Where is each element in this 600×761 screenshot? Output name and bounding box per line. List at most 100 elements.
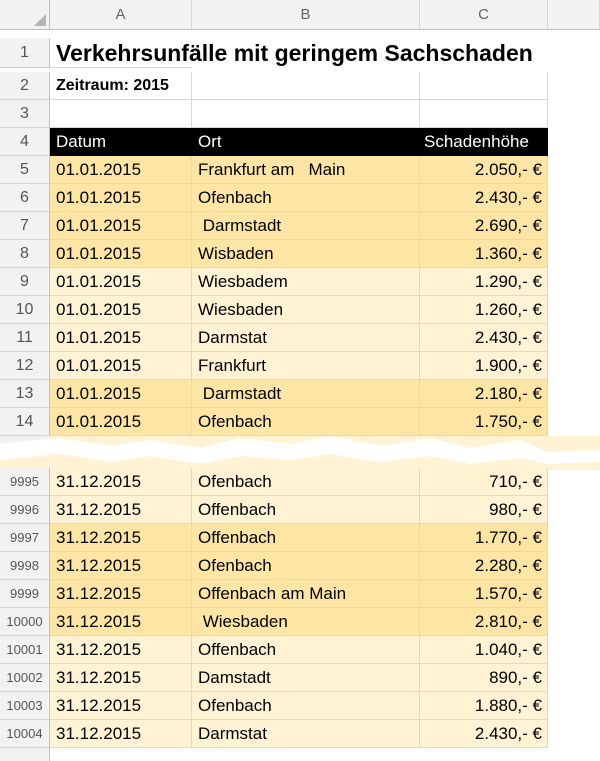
row-header[interactable]: 9 [0, 268, 50, 296]
damage-cell[interactable]: 710,- € [420, 468, 548, 496]
place-cell[interactable]: Darmstat [192, 324, 420, 352]
row-header[interactable]: 9996 [0, 496, 50, 524]
row-header[interactable]: 10001 [0, 636, 50, 664]
date-cell[interactable]: 01.01.2015 [50, 184, 192, 212]
column-header-c[interactable]: C [420, 0, 548, 30]
damage-cell[interactable]: 2.280,- € [420, 552, 548, 580]
sheet-title[interactable]: Verkehrsunfälle mit geringem Sachschaden [50, 38, 533, 68]
row-header[interactable]: 4 [0, 128, 50, 156]
date-cell[interactable]: 31.12.2015 [50, 552, 192, 580]
damage-cell[interactable]: 1.290,- € [420, 268, 548, 296]
column-header-d[interactable] [548, 0, 600, 30]
damage-cell[interactable]: 2.430,- € [420, 184, 548, 212]
row-header[interactable]: 9999 [0, 580, 50, 608]
date-cell[interactable]: 31.12.2015 [50, 608, 192, 636]
cell-c3[interactable] [420, 100, 548, 128]
cell-b2[interactable] [192, 72, 420, 100]
row-header[interactable]: 10 [0, 296, 50, 324]
date-cell[interactable]: 01.01.2015 [50, 296, 192, 324]
date-cell[interactable]: 31.12.2015 [50, 524, 192, 552]
column-header-b[interactable]: B [192, 0, 420, 30]
header-datum[interactable]: Datum [50, 128, 192, 156]
damage-cell[interactable]: 1.880,- € [420, 692, 548, 720]
place-cell[interactable]: Frankfurt am Main [192, 156, 420, 184]
place-cell[interactable]: Ofenbach [192, 552, 420, 580]
damage-cell[interactable]: 890,- € [420, 664, 548, 692]
date-cell[interactable]: 01.01.2015 [50, 156, 192, 184]
date-cell[interactable]: 01.01.2015 [50, 408, 192, 436]
damage-cell[interactable]: 1.770,- € [420, 524, 548, 552]
place-cell[interactable]: Frankfurt [192, 352, 420, 380]
date-cell[interactable]: 01.01.2015 [50, 380, 192, 408]
row-header[interactable]: 12 [0, 352, 50, 380]
place-cell[interactable]: Ofenbach [192, 184, 420, 212]
date-cell[interactable]: 31.12.2015 [50, 468, 192, 496]
row-header[interactable]: 5 [0, 156, 50, 184]
damage-cell[interactable]: 2.430,- € [420, 720, 548, 748]
place-cell[interactable]: Wiesbadem [192, 268, 420, 296]
row-header[interactable]: 11 [0, 324, 50, 352]
damage-cell[interactable]: 1.750,- € [420, 408, 548, 436]
date-cell[interactable]: 31.12.2015 [50, 664, 192, 692]
damage-cell[interactable]: 2.690,- € [420, 212, 548, 240]
place-cell[interactable]: Darmstadt [192, 380, 420, 408]
place-cell[interactable]: Wisbaden [192, 240, 420, 268]
place-cell[interactable]: Darmstadt [192, 212, 420, 240]
row-header[interactable]: 1 [0, 38, 50, 68]
date-cell[interactable]: 31.12.2015 [50, 580, 192, 608]
row-header[interactable]: 8 [0, 240, 50, 268]
date-cell[interactable]: 01.01.2015 [50, 324, 192, 352]
place-cell[interactable]: Offenbach [192, 524, 420, 552]
period-label[interactable]: Zeitraum: 2015 [50, 72, 192, 100]
damage-cell[interactable]: 1.040,- € [420, 636, 548, 664]
date-cell[interactable]: 31.12.2015 [50, 720, 192, 748]
row-header[interactable]: 2 [0, 72, 50, 100]
damage-cell[interactable]: 980,- € [420, 496, 548, 524]
place-cell[interactable]: Wiesbaden [192, 608, 420, 636]
place-cell[interactable]: Wiesbaden [192, 296, 420, 324]
row-header[interactable]: 13 [0, 380, 50, 408]
place-cell[interactable]: Offenbach [192, 496, 420, 524]
place-cell[interactable]: Ofenbach [192, 468, 420, 496]
place-cell[interactable]: Ofenbach [192, 408, 420, 436]
damage-cell[interactable]: 1.900,- € [420, 352, 548, 380]
date-cell[interactable]: 31.12.2015 [50, 636, 192, 664]
select-all-corner[interactable] [0, 0, 50, 30]
row-header[interactable]: 9997 [0, 524, 50, 552]
column-header-a[interactable]: A [50, 0, 192, 30]
date-cell[interactable]: 01.01.2015 [50, 352, 192, 380]
header-schadenhoehe[interactable]: Schadenhöhe [420, 128, 548, 156]
row-header[interactable]: 10003 [0, 692, 50, 720]
damage-cell[interactable]: 1.260,- € [420, 296, 548, 324]
date-cell[interactable]: 31.12.2015 [50, 496, 192, 524]
row-header[interactable]: 10002 [0, 664, 50, 692]
damage-cell[interactable]: 1.570,- € [420, 580, 548, 608]
date-cell[interactable]: 01.01.2015 [50, 212, 192, 240]
row-header[interactable]: 9998 [0, 552, 50, 580]
row-header[interactable]: 9995 [0, 468, 50, 496]
place-cell[interactable]: Offenbach [192, 636, 420, 664]
header-ort[interactable]: Ort [192, 128, 420, 156]
date-cell[interactable]: 31.12.2015 [50, 692, 192, 720]
row-header[interactable] [0, 748, 50, 761]
place-cell[interactable]: Offenbach am Main [192, 580, 420, 608]
damage-cell[interactable]: 2.050,- € [420, 156, 548, 184]
place-cell[interactable]: Ofenbach [192, 692, 420, 720]
place-cell[interactable]: Damstadt [192, 664, 420, 692]
damage-cell[interactable]: 2.430,- € [420, 324, 548, 352]
row-header[interactable]: 6 [0, 184, 50, 212]
damage-cell[interactable]: 2.810,- € [420, 608, 548, 636]
place-cell[interactable]: Darmstat [192, 720, 420, 748]
row-header[interactable]: 10004 [0, 720, 50, 748]
date-cell[interactable]: 01.01.2015 [50, 268, 192, 296]
cell-c2[interactable] [420, 72, 548, 100]
cell-a3[interactable] [50, 100, 192, 128]
damage-cell[interactable]: 1.360,- € [420, 240, 548, 268]
row-header[interactable]: 14 [0, 408, 50, 436]
damage-cell[interactable]: 2.180,- € [420, 380, 548, 408]
row-header[interactable]: 3 [0, 100, 50, 128]
cell-b3[interactable] [192, 100, 420, 128]
row-header[interactable]: 7 [0, 212, 50, 240]
row-header[interactable]: 10000 [0, 608, 50, 636]
date-cell[interactable]: 01.01.2015 [50, 240, 192, 268]
